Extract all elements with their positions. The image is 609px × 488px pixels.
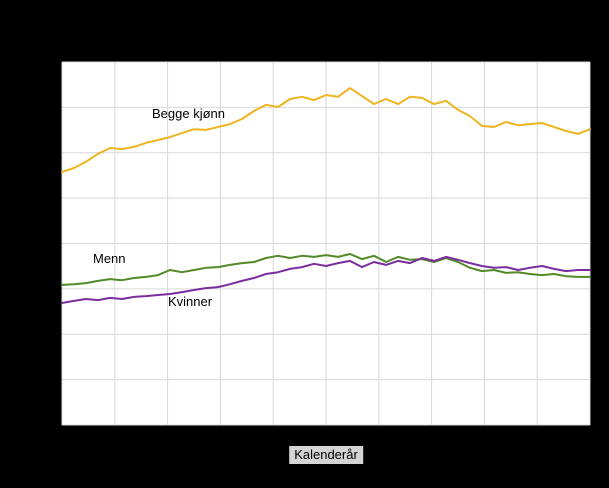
series-label: Begge kjønn [152,106,225,121]
series-label: Menn [93,251,126,266]
series-line-kvinner [61,255,591,304]
series-line-menn [61,253,591,286]
series-line-begge-kjonn [61,87,591,173]
series-label: Kvinner [168,294,213,309]
x-axis-title: Kalenderår [289,446,363,464]
